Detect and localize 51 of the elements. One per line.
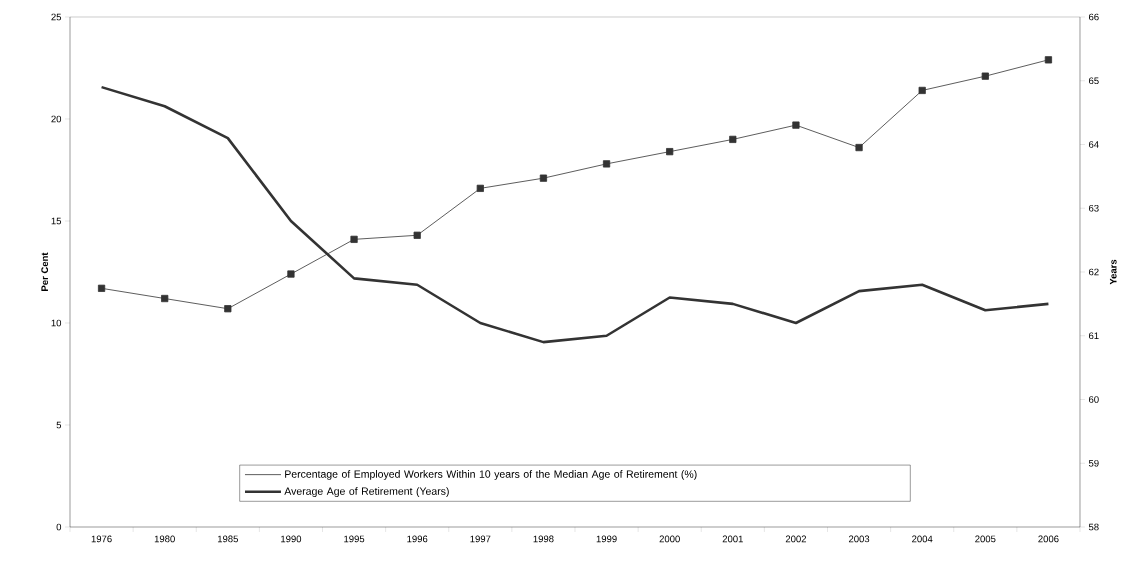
point [855, 143, 863, 152]
point [792, 121, 800, 129]
y2-tick-label: 63 [1089, 204, 1099, 212]
legend-label: Average Age of Retirement (Years) [284, 487, 449, 497]
x-tick-label: 1999 [596, 535, 617, 543]
x-tick-label: 1997 [470, 535, 491, 543]
x-tick-label: 1998 [533, 535, 554, 543]
y-tick-label: 15 [51, 217, 62, 225]
y-tick-label: 0 [56, 523, 62, 531]
x-tick-label: 2001 [722, 535, 743, 543]
point [97, 284, 106, 292]
y2-tick-label: 60 [1089, 396, 1099, 403]
point [602, 160, 611, 168]
y-tick-label: 25 [51, 13, 62, 21]
y2-tick-label: 58 [1088, 523, 1099, 531]
y2-tick-label: 61 [1089, 332, 1099, 340]
x-tick-label: 1990 [281, 535, 302, 543]
point [350, 235, 358, 243]
legend-label: Percentage of Employed Workers Within 10 years of the Median Age of Retirement (%) [285, 470, 697, 480]
y2-tick-label: 66 [1089, 13, 1099, 21]
x-tick-label: 2005 [975, 535, 996, 543]
x-tick-label: 2000 [659, 535, 680, 543]
x-tick-label: 1995 [344, 535, 365, 543]
x-tick-label: 2003 [848, 535, 870, 543]
x-tick-label: 1985 [217, 535, 238, 543]
x-tick-label: 2004 [912, 535, 933, 543]
point [161, 294, 169, 303]
point [539, 174, 548, 182]
point [918, 86, 926, 95]
point [287, 270, 295, 278]
y-tick-label: 5 [56, 421, 62, 429]
y2-tick-label: 64 [1089, 141, 1099, 148]
y2-tick-label: 59 [1088, 459, 1099, 467]
y2-tick-label: 62 [1089, 268, 1099, 276]
point [666, 148, 674, 156]
y2-tick-label: 65 [1089, 77, 1099, 85]
point [224, 305, 232, 313]
point [729, 135, 737, 143]
x-tick-label: 2006 [1038, 535, 1059, 543]
point [981, 72, 989, 80]
y2-axis-title: Years [1109, 259, 1117, 285]
y-tick-label: 10 [51, 319, 62, 327]
point [1044, 56, 1053, 64]
x-tick-label: 1976 [91, 535, 112, 543]
y-axis-title: Per Cent [41, 252, 49, 291]
point [476, 184, 484, 192]
point [413, 231, 421, 239]
x-tick-label: 2002 [785, 535, 807, 543]
x-tick-label: 1980 [154, 535, 175, 543]
y-tick-label: 20 [51, 115, 62, 123]
x-tick-label: 1996 [407, 535, 428, 543]
